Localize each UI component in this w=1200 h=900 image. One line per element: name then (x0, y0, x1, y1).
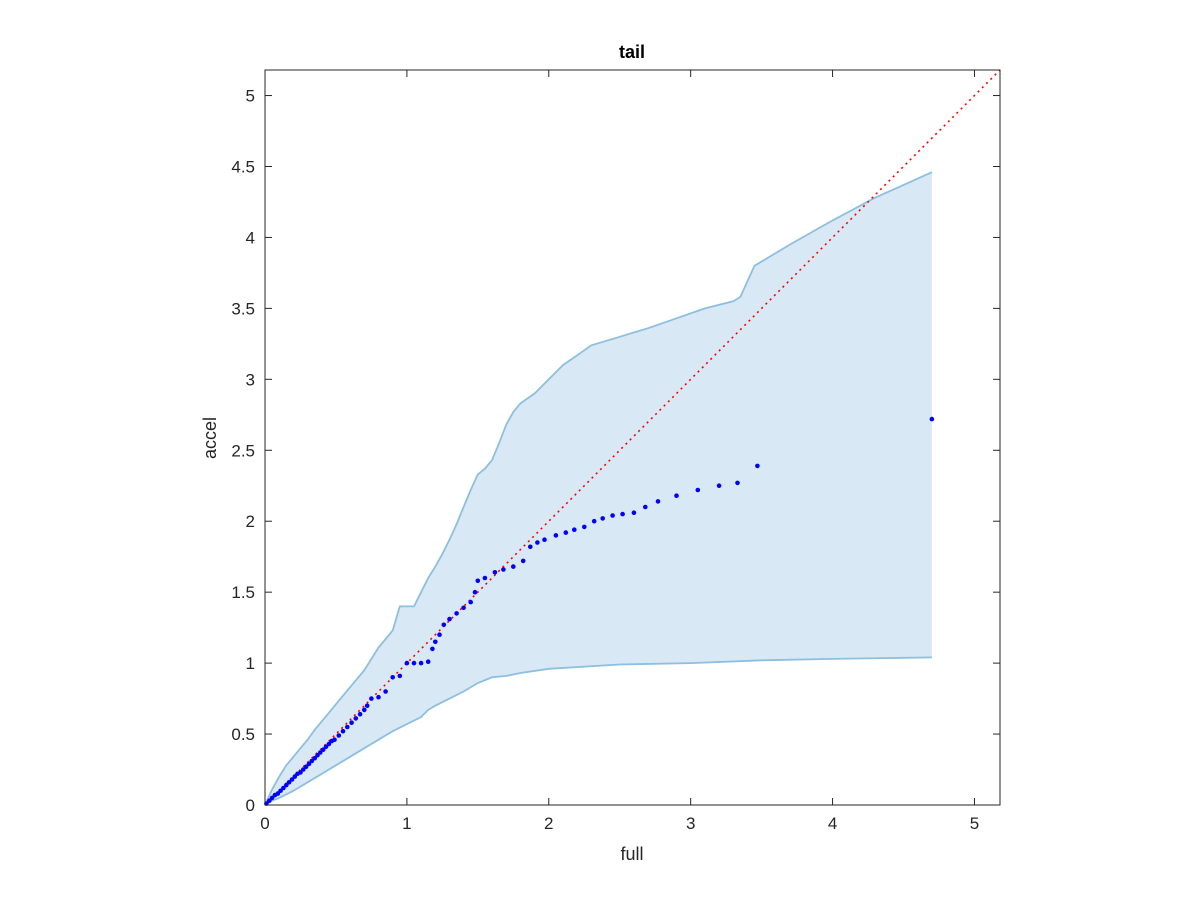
x-axis-label: full (620, 844, 643, 864)
data-point (468, 599, 474, 605)
data-point (695, 487, 701, 493)
data-point (267, 798, 272, 803)
data-point (284, 782, 289, 788)
plot-area: 0 1 2 3 4 5 0 0.5 1 1.5 2 2.5 3 3.5 4 4.5 5 (231, 69, 1001, 833)
data-point (716, 483, 722, 489)
chart-title: tail (619, 42, 645, 62)
x-tick-label: 4 (828, 814, 837, 833)
data-point (520, 558, 526, 564)
data-point (376, 694, 381, 700)
y-axis-label: accel (200, 417, 220, 459)
data-point (472, 589, 478, 595)
data-point (511, 564, 516, 569)
x-tick-label: 5 (970, 814, 979, 833)
y-tick-label: 5 (246, 87, 255, 106)
data-point (433, 639, 438, 645)
data-point (336, 733, 342, 738)
data-point (553, 533, 559, 538)
x-tick-label: 1 (402, 814, 411, 833)
data-point (315, 753, 320, 758)
data-point (362, 707, 367, 713)
data-point (535, 540, 540, 545)
data-point (582, 524, 587, 530)
x-tick-label: 3 (686, 814, 695, 833)
y-tick-label: 4.5 (231, 157, 255, 176)
data-point (591, 518, 597, 524)
y-tick-label: 3 (246, 370, 255, 389)
data-point (303, 764, 309, 769)
data-point (357, 711, 363, 717)
y-tick-label: 0.5 (231, 725, 255, 744)
data-point (425, 659, 431, 664)
data-point (353, 716, 359, 721)
data-point (269, 795, 275, 801)
data-point (340, 728, 346, 734)
data-point (275, 791, 281, 796)
data-point (369, 696, 374, 701)
data-point (390, 675, 396, 680)
data-point (309, 758, 315, 764)
data-point (501, 567, 506, 572)
data-point (482, 575, 488, 581)
data-point (447, 616, 452, 622)
data-point (563, 530, 569, 535)
data-point (620, 511, 625, 517)
data-point (364, 703, 370, 708)
data-point (735, 480, 740, 486)
y-tick-label: 2 (246, 512, 255, 531)
x-tick-label: 2 (544, 814, 553, 833)
data-point (528, 544, 533, 550)
y-tick-label: 1.5 (231, 583, 255, 602)
data-point (572, 527, 577, 532)
confidence-band-upper (264, 171, 933, 806)
data-point (349, 720, 354, 725)
data-point (306, 761, 312, 767)
data-point (755, 463, 760, 469)
data-point (600, 516, 605, 521)
data-point (542, 537, 547, 542)
data-point (278, 788, 283, 794)
y-tick-label: 0 (246, 796, 255, 815)
data-point (418, 660, 424, 666)
data-point (929, 416, 935, 422)
data-point (404, 660, 410, 666)
data-point (289, 777, 295, 782)
y-tick-label: 4 (246, 228, 255, 247)
data-point (345, 724, 350, 730)
data-point (441, 622, 447, 628)
data-point (437, 632, 442, 637)
data-point (332, 737, 337, 742)
data-point (323, 744, 329, 750)
data-point (674, 493, 679, 499)
data-point (318, 750, 323, 755)
data-point (643, 504, 648, 510)
y-tick-label: 2.5 (231, 441, 255, 460)
data-point (454, 611, 459, 616)
axes-box (264, 69, 1001, 806)
data-point (411, 660, 417, 666)
data-point (281, 785, 286, 791)
y-tick-label: 1 (246, 654, 255, 673)
data-point (298, 770, 303, 775)
data-point (292, 774, 298, 779)
data-point (631, 510, 637, 515)
data-point (286, 780, 292, 785)
data-point (320, 747, 326, 752)
data-point (301, 767, 306, 772)
data-point (312, 755, 318, 761)
data-point (461, 605, 466, 611)
data-point (610, 513, 615, 518)
confidence-band-lower (264, 656, 932, 806)
x-tick-label: 0 (260, 814, 269, 833)
y-tick-label: 3.5 (231, 299, 255, 318)
data-point (430, 646, 435, 652)
data-point (383, 689, 388, 694)
data-point (475, 578, 481, 584)
data-point (655, 499, 661, 504)
data-point (326, 741, 332, 747)
data-point (397, 673, 403, 679)
data-point (492, 570, 498, 575)
